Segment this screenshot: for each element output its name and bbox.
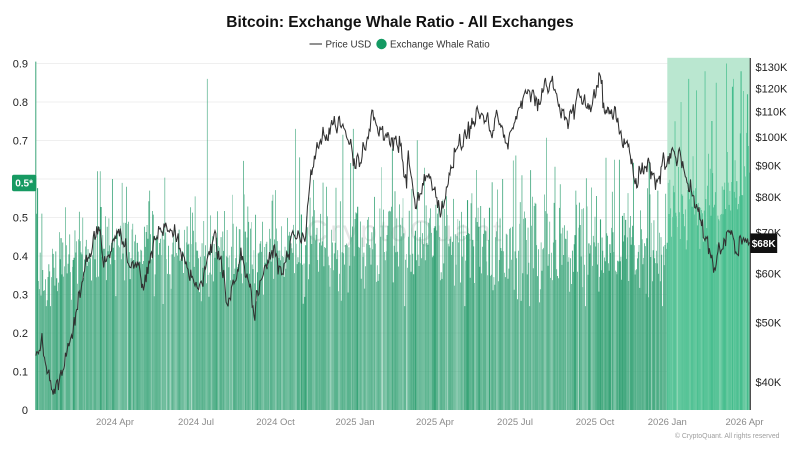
svg-text:2026 Apr: 2026 Apr: [725, 417, 763, 428]
svg-text:0.8: 0.8: [13, 97, 28, 109]
svg-text:0.4: 0.4: [13, 251, 28, 263]
svg-text:Exchange Whale Ratio: Exchange Whale Ratio: [390, 40, 490, 51]
svg-text:2024 Apr: 2024 Apr: [96, 417, 134, 428]
svg-text:0.5: 0.5: [13, 212, 28, 224]
svg-text:$90K: $90K: [756, 160, 782, 172]
svg-text:$68K: $68K: [752, 239, 777, 250]
svg-text:$60K: $60K: [756, 269, 782, 281]
svg-text:0.3: 0.3: [13, 289, 28, 301]
svg-text:0: 0: [22, 405, 28, 417]
svg-text:$120K: $120K: [756, 84, 788, 96]
svg-text:$40K: $40K: [756, 377, 782, 389]
svg-text:2024 Jul: 2024 Jul: [178, 417, 214, 428]
svg-text:2024 Oct: 2024 Oct: [256, 417, 295, 428]
svg-text:$50K: $50K: [756, 317, 782, 329]
svg-text:$130K: $130K: [756, 62, 788, 74]
svg-text:2025 Jul: 2025 Jul: [497, 417, 533, 428]
svg-text:$110K: $110K: [756, 107, 788, 119]
svg-text:Bitcoin: Exchange Whale Ratio: Bitcoin: Exchange Whale Ratio - All Exch…: [226, 14, 573, 31]
svg-text:$80K: $80K: [756, 192, 782, 204]
svg-text:0.9: 0.9: [13, 58, 28, 70]
svg-text:2025 Apr: 2025 Apr: [416, 417, 454, 428]
svg-text:2025 Oct: 2025 Oct: [576, 417, 615, 428]
svg-text:2026 Jan: 2026 Jan: [648, 417, 687, 428]
svg-text:2025 Jan: 2025 Jan: [335, 417, 374, 428]
svg-text:0.7: 0.7: [13, 135, 28, 147]
svg-text:0.2: 0.2: [13, 328, 28, 340]
svg-text:Price USD: Price USD: [326, 40, 372, 51]
svg-text:0.5*: 0.5*: [15, 179, 33, 190]
svg-text:0.1: 0.1: [13, 366, 28, 378]
svg-text:© CryptoQuant. All rights rese: © CryptoQuant. All rights reserved: [675, 432, 780, 440]
svg-text:$100K: $100K: [756, 132, 788, 144]
